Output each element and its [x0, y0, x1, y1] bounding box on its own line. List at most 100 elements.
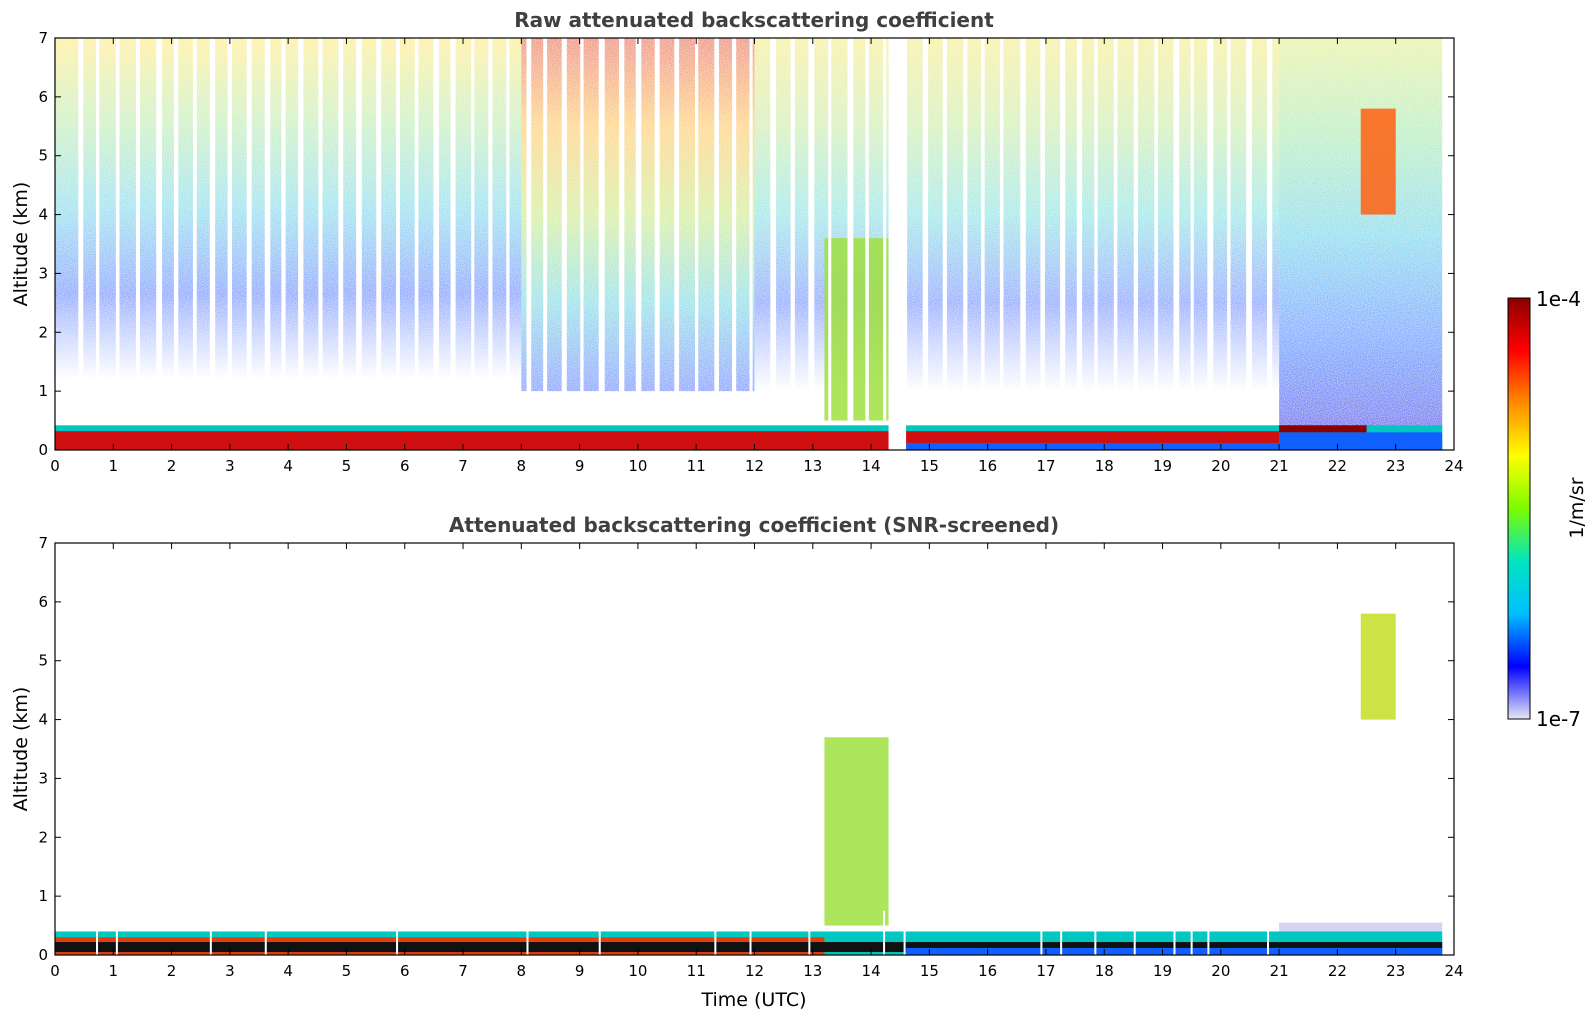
data-gap-stripe [1207, 910, 1210, 955]
data-gap-stripe [883, 38, 887, 421]
boundary-layer-base [906, 442, 1443, 450]
y-tick-label: 5 [38, 147, 48, 165]
data-gap-stripe [1094, 910, 1097, 955]
data-gap-stripe [96, 910, 99, 955]
x-tick-label: 3 [225, 457, 235, 475]
data-gap-stripe [942, 38, 947, 421]
x-tick-label: 19 [1153, 457, 1172, 475]
x-tick-label: 5 [342, 457, 352, 475]
x-tick-label: 7 [458, 962, 468, 980]
y-tick-label: 6 [38, 593, 48, 611]
data-gap-stripe [471, 38, 475, 421]
data-gap-stripe [808, 910, 811, 955]
data-gap-stripe [338, 38, 344, 421]
x-tick-label: 20 [1211, 457, 1230, 475]
data-gap-stripe [318, 38, 323, 421]
top-plot-content [55, 38, 1454, 450]
bottom-x-axis-label: Time (UTC) [700, 989, 806, 1011]
data-gap-stripe [883, 910, 886, 955]
x-tick-label: 24 [1444, 457, 1463, 475]
data-gap-stripe [865, 38, 869, 421]
data-gap-stripe [1190, 910, 1193, 955]
bottom-x-axis: 0 1 2 3 4 5 6 7 8 9 10 11 12 13 14 15 16 17 18 19 20 21 22 23 24 [50, 543, 1464, 980]
data-gap-stripe [903, 910, 906, 955]
top-data-gaps [78, 38, 1454, 450]
boundary-layer-dark [55, 942, 1443, 953]
data-gap-stripe [78, 38, 84, 421]
x-tick-label: 16 [978, 457, 997, 475]
data-gap-stripe [209, 38, 216, 421]
data-gap-stripe [1190, 38, 1194, 421]
colorbar-max-label: 1e-4 [1536, 287, 1581, 311]
x-tick-label: 8 [517, 457, 527, 475]
boundary-layer-late [1279, 432, 1443, 450]
data-gap-stripe [356, 38, 362, 421]
data-gap-stripe [1227, 38, 1231, 421]
x-tick-label: 12 [745, 457, 764, 475]
data-gap-stripe [173, 38, 179, 421]
x-tick-label: 14 [862, 457, 881, 475]
no-data-end [1442, 543, 1454, 955]
x-tick-label: 21 [1270, 962, 1289, 980]
bottom-data-gaps [96, 543, 1454, 955]
data-gap-stripe [1133, 910, 1136, 955]
x-tick-label: 23 [1386, 962, 1405, 980]
data-gap-stripe [135, 38, 140, 421]
x-tick-label: 17 [1036, 962, 1055, 980]
x-tick-label: 3 [225, 962, 235, 980]
data-gap-stripe [526, 910, 529, 955]
colorbar-min-label: 1e-7 [1536, 707, 1581, 731]
data-gap-stripe [1267, 38, 1273, 421]
data-gap-stripe [654, 38, 660, 421]
y-tick-label: 3 [38, 769, 48, 787]
noise-band [55, 38, 522, 380]
data-gap-stripe [749, 38, 753, 421]
top-x-axis: 0 1 2 3 4 5 6 7 8 9 10 11 12 13 14 15 16 17 18 19 20 21 22 23 24 [50, 38, 1464, 475]
data-gap-stripe [246, 38, 252, 421]
data-gap-stripe [1246, 38, 1252, 421]
bottom-chart-title: Attenuated backscattering coefficient (S… [449, 513, 1059, 537]
data-gap-stripe [561, 38, 567, 421]
y-tick-label: 4 [38, 206, 48, 224]
data-gap-stripe [526, 38, 532, 421]
x-tick-label: 15 [920, 457, 939, 475]
data-gap-stripe [674, 38, 680, 421]
x-tick-label: 7 [458, 457, 468, 475]
y-tick-label: 2 [38, 828, 48, 846]
x-tick-label: 2 [167, 457, 177, 475]
data-gap-stripe [922, 38, 929, 421]
x-tick-label: 6 [400, 457, 410, 475]
data-gap-stripe [433, 38, 440, 421]
y-tick-label: 1 [38, 887, 48, 905]
boundary-layer-haze [1279, 922, 1443, 932]
data-gap-stripe [281, 38, 286, 421]
data-gap-stripe [749, 910, 752, 955]
data-gap-stripe [619, 38, 625, 421]
x-tick-label: 21 [1270, 457, 1289, 475]
x-tick-label: 20 [1211, 962, 1230, 980]
data-gap-stripe [192, 38, 197, 421]
x-tick-label: 9 [575, 457, 585, 475]
data-gap-stripe [1267, 910, 1270, 955]
data-gap-stripe [714, 38, 719, 421]
data-gap-stripe [694, 38, 699, 421]
bottom-features [55, 613, 1443, 955]
x-tick-label: 6 [400, 962, 410, 980]
x-tick-label: 17 [1036, 457, 1055, 475]
boundary-layer-top [1279, 425, 1367, 433]
data-gap-stripe [1040, 38, 1045, 421]
data-gap-stripe [770, 38, 777, 421]
data-gap-stripe [264, 38, 271, 421]
x-tick-label: 15 [920, 962, 939, 980]
data-gap-stripe [450, 38, 456, 421]
data-gap-stripe [156, 38, 163, 421]
y-tick-label: 7 [38, 534, 48, 552]
data-gap-stripe [1173, 38, 1180, 421]
data-gap-stripe [1060, 910, 1063, 955]
top-features [55, 38, 1443, 450]
x-tick-label: 24 [1444, 962, 1463, 980]
x-tick-label: 1 [109, 962, 119, 980]
x-tick-label: 11 [687, 962, 706, 980]
rising-layer [824, 737, 889, 926]
